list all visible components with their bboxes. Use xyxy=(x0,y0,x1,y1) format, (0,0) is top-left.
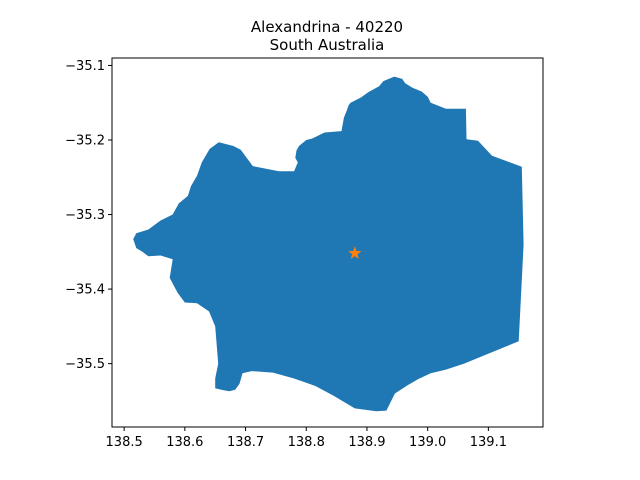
centroid-star-marker xyxy=(348,246,362,259)
map-title-line2: South Australia xyxy=(270,36,385,54)
plot-area xyxy=(133,76,524,412)
x-axis: 138.5 138.6 138.7 138.8 138.9 139.0 139.1 xyxy=(106,427,507,450)
y-tick-label: −35.1 xyxy=(65,59,105,74)
region-outline xyxy=(133,76,524,412)
x-tick-label: 138.8 xyxy=(288,435,325,450)
y-tick-label: −35.3 xyxy=(65,208,105,223)
y-tick-label: −35.5 xyxy=(65,357,105,372)
axes-frame xyxy=(111,57,544,428)
map-title-line1: Alexandrina - 40220 xyxy=(251,18,403,36)
x-tick-label: 139.1 xyxy=(470,435,507,450)
y-axis: −35.1 −35.2 −35.3 −35.4 −35.5 xyxy=(65,59,112,372)
x-tick-label: 138.6 xyxy=(166,435,203,450)
y-tick-label: −35.4 xyxy=(65,283,105,298)
x-tick-label: 138.5 xyxy=(106,435,143,450)
x-tick-label: 138.9 xyxy=(348,435,385,450)
y-tick-label: −35.2 xyxy=(65,134,105,149)
x-tick-label: 138.7 xyxy=(227,435,264,450)
x-tick-label: 139.0 xyxy=(409,435,446,450)
